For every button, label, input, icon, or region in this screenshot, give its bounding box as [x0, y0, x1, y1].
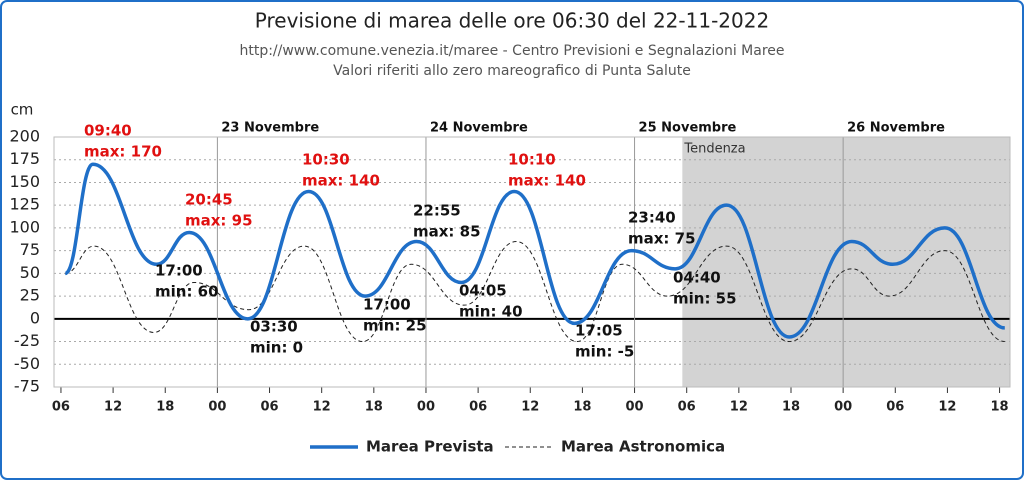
y-tick-label: 0: [30, 308, 40, 327]
x-tick-label: 12: [313, 400, 331, 415]
x-tick-label: 18: [156, 400, 174, 415]
annotation-value: max: 140: [302, 172, 380, 190]
annotation-value: min: -5: [575, 343, 634, 361]
x-tick-label: 06: [469, 400, 487, 415]
x-tick-label: 18: [365, 400, 383, 415]
x-tick-label: 00: [626, 400, 644, 415]
annotation-time: 17:00: [155, 262, 203, 280]
x-tick-label: 06: [886, 400, 904, 415]
annotation-time: 17:05: [575, 322, 623, 340]
x-tick-label: 06: [52, 400, 70, 415]
y-tick-label: -50: [14, 354, 40, 373]
annotation-time: 23:40: [628, 209, 676, 227]
annotation-value: min: 40: [459, 303, 523, 321]
y-tick-label: 200: [9, 127, 40, 146]
annotation-value: max: 85: [413, 223, 481, 241]
x-tick-label: 12: [730, 400, 748, 415]
annotation-time: 09:40: [84, 122, 132, 140]
annotation-value: min: 25: [363, 317, 427, 335]
series-line: [65, 241, 1005, 343]
trend-label: Tendenza: [683, 142, 745, 157]
x-tick-label: 00: [417, 400, 435, 415]
annotation-time: 10:30: [302, 151, 350, 169]
y-tick-label: 75: [20, 240, 40, 259]
x-tick-label: 00: [834, 400, 852, 415]
plot-border: [53, 136, 1011, 388]
day-label: 23 Novembre: [221, 121, 319, 136]
y-tick-label: -75: [14, 377, 40, 396]
series-line: [64, 162, 1006, 339]
annotation-time: 04:40: [673, 269, 721, 287]
x-tick-label: 12: [104, 400, 122, 415]
y-tick-label: 50: [20, 263, 40, 282]
y-tick-label: 150: [9, 172, 40, 191]
x-tick-label: 00: [208, 400, 226, 415]
annotation-time: 03:30: [250, 318, 298, 336]
annotation-time: 20:45: [185, 191, 233, 209]
legend-label: Marea Astronomica: [561, 438, 725, 456]
y-tick-label: 125: [9, 195, 40, 214]
day-label: 24 Novembre: [430, 121, 528, 136]
annotation-time: 04:05: [459, 282, 507, 300]
legend-label: Marea Prevista: [366, 438, 494, 456]
day-label: 25 Novembre: [639, 121, 737, 136]
annotation-value: max: 140: [508, 172, 586, 190]
annotation-value: max: 75: [628, 230, 696, 248]
subtitle: Valori riferiti allo zero mareografico d…: [333, 63, 691, 79]
annotation-value: max: 95: [185, 212, 253, 230]
x-tick-label: 12: [938, 400, 956, 415]
annotation-value: max: 170: [84, 143, 162, 161]
x-tick-label: 18: [991, 400, 1009, 415]
annotation-time: 10:10: [508, 151, 556, 169]
annotation-value: min: 60: [155, 283, 219, 301]
x-tick-label: 06: [678, 400, 696, 415]
trend-area: [682, 137, 1010, 387]
subtitle: http://www.comune.venezia.it/maree - Cen…: [239, 43, 784, 59]
annotation-time: 22:55: [413, 202, 461, 220]
x-tick-label: 18: [782, 400, 800, 415]
chart-title: Previsione di marea delle ore 06:30 del …: [255, 9, 769, 33]
annotation-value: min: 0: [250, 339, 303, 357]
x-tick-label: 06: [260, 400, 278, 415]
annotation-value: min: 55: [673, 290, 737, 308]
y-tick-label: -25: [14, 331, 40, 350]
annotation-time: 17:00: [363, 296, 411, 314]
x-tick-label: 18: [573, 400, 591, 415]
y-axis-label: cm: [11, 101, 34, 119]
day-label: 26 Novembre: [847, 121, 945, 136]
y-tick-label: 100: [9, 217, 40, 236]
y-tick-label: 175: [9, 149, 40, 168]
y-tick-label: 25: [20, 286, 40, 305]
x-tick-label: 12: [521, 400, 539, 415]
